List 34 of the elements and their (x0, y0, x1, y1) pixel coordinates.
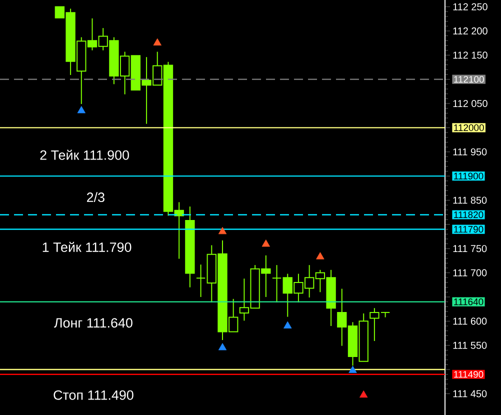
y-tick-label: 112 050 (453, 100, 488, 108)
ref-line-label: 111640 (454, 298, 484, 306)
y-tick-label: 112 250 (453, 3, 488, 10)
point (153, 38, 162, 46)
annotation: 2/3 (87, 192, 104, 202)
y-tick-label: 111 600 (453, 318, 487, 325)
point (360, 390, 368, 398)
y-tick-label: 111 750 (453, 245, 487, 252)
y-tick-label: 111 700 (453, 269, 487, 276)
y-tick-label: 111 550 (453, 342, 487, 349)
point (218, 343, 227, 350)
ref-line-label: 111790 (454, 226, 484, 233)
annotation: Стоп 111.490 (54, 390, 134, 400)
annotation: 2 Тейк 111.900 (40, 150, 129, 160)
ref-line-label: 112100 (454, 76, 484, 83)
y-tick-label: 111 850 (453, 196, 487, 204)
candlestick (272, 264, 282, 303)
ref-line-label: 111900 (454, 172, 484, 180)
point (348, 366, 357, 373)
ref-line-label: 112000 (454, 124, 484, 132)
annotation: Лонг 111.640 (54, 318, 132, 328)
candlestick (196, 264, 206, 298)
point (77, 106, 86, 114)
y-tick-label: 111 950 (453, 148, 487, 156)
y-tick-label: 112 150 (453, 52, 488, 59)
point (284, 321, 292, 328)
ref-line-label: 111820 (454, 211, 484, 218)
point (218, 226, 227, 234)
point (316, 252, 324, 260)
y-tick-label: 112 200 (453, 27, 488, 34)
ref-line-label: 111490 (454, 371, 484, 378)
annotation: 1 Тейк 111.790 (42, 242, 132, 252)
y-tick-label: 111 450 (453, 390, 487, 398)
point (262, 240, 270, 247)
